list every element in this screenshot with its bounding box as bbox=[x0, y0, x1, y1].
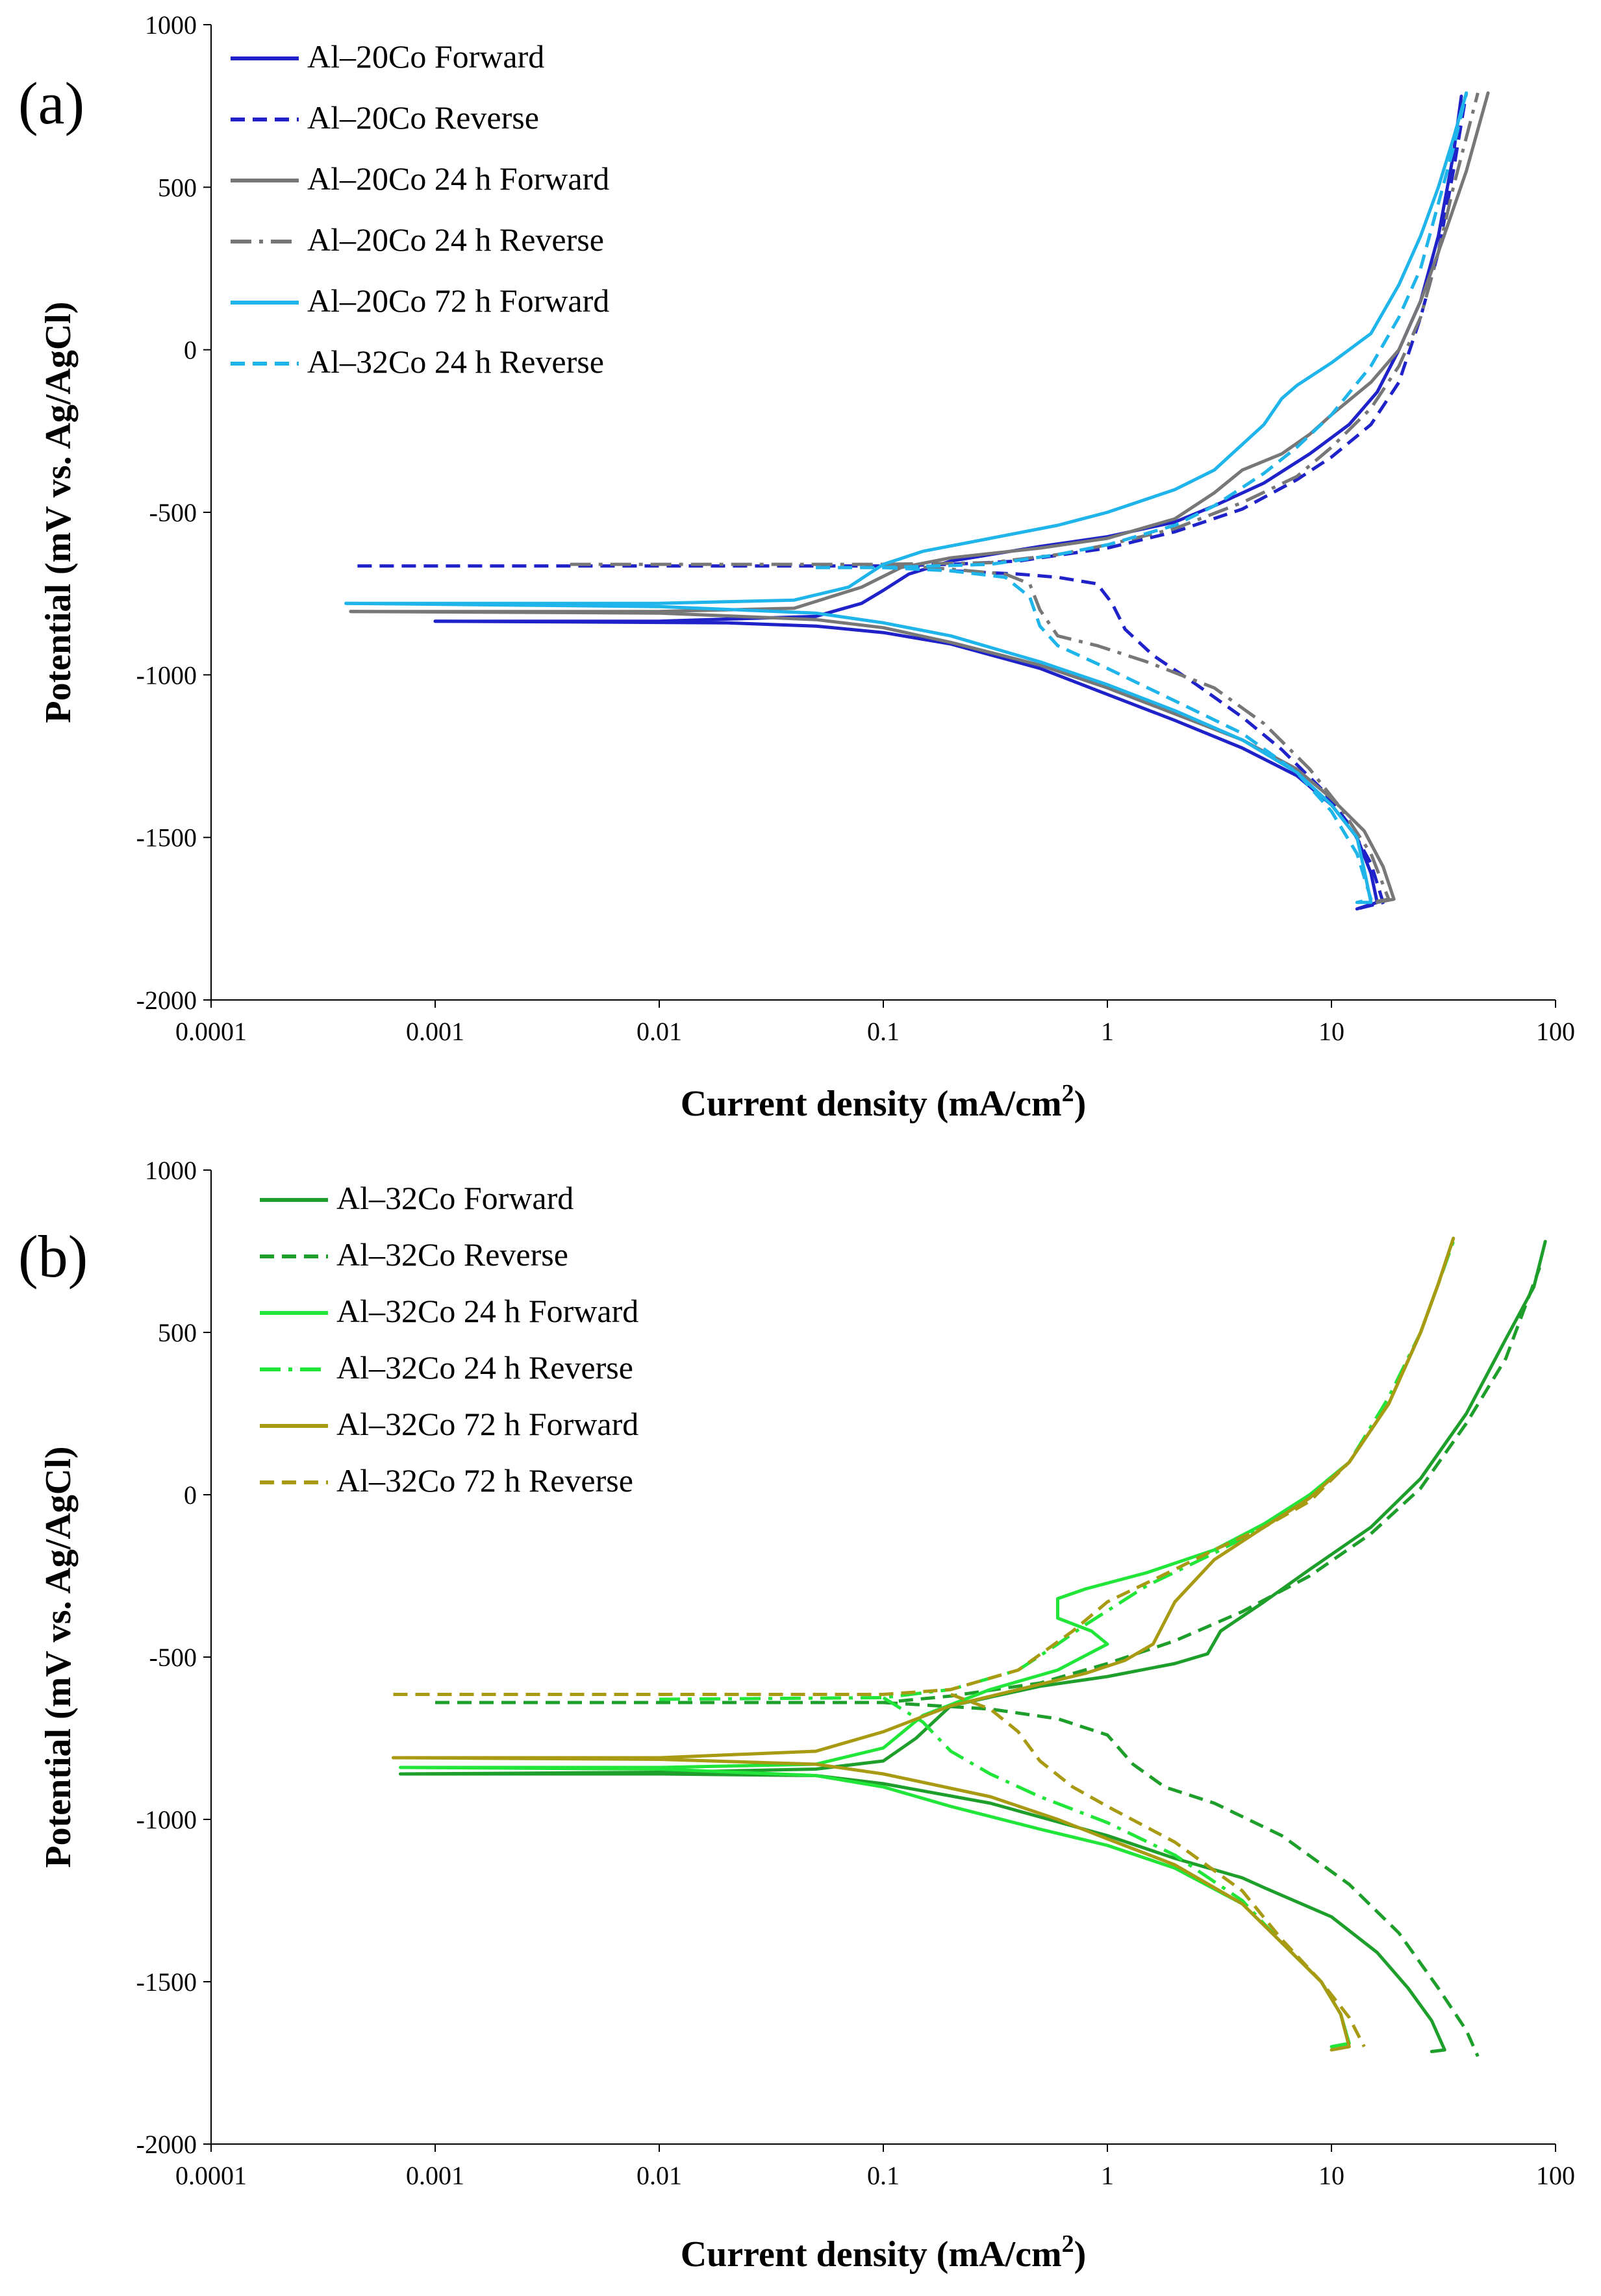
legend-label: Al–20Co 24 h Forward bbox=[307, 160, 609, 197]
y-tick-label: -500 bbox=[149, 1643, 197, 1672]
series-line-a-10: Al–32Co 24 h Reverse bbox=[816, 92, 1469, 569]
y-tick-label: -1000 bbox=[136, 660, 197, 690]
x-tick-label: 10 bbox=[1318, 1017, 1344, 1046]
chart-panel-a: -2000 -1500 -1000 -500 0 500 1000 0.0001 0.001 0.… bbox=[18, 10, 1575, 1124]
x-tick-label: 0.001 bbox=[406, 1017, 464, 1046]
y-tick-label: 1000 bbox=[145, 10, 197, 40]
series-line-a-3: Al–20Co Reverse bbox=[883, 564, 1385, 911]
series-line-b-3: Al–32Co Reverse bbox=[883, 1701, 1480, 2058]
x-tick-label: 100 bbox=[1536, 1017, 1575, 1046]
series-line-a-1: Al–20Co Forward bbox=[433, 619, 1379, 911]
series-line-b-2: Al–32Co Reverse bbox=[435, 1267, 1541, 1704]
series-line-b-11: Al–32Co 72 h Reverse bbox=[950, 1693, 1366, 2048]
x-tick-label: 1 bbox=[1101, 2161, 1114, 2190]
legend-label: Al–32Co 72 h Forward bbox=[336, 1406, 638, 1442]
x-tick-label: 0.0001 bbox=[175, 2161, 247, 2190]
legend-label: Al–32Co 24 h Reverse bbox=[307, 343, 604, 380]
legend-label: Al–32Co 24 h Reverse bbox=[336, 1349, 633, 1386]
legend-label: Al–32Co 72 h Reverse bbox=[336, 1462, 633, 1499]
x-tick-label: 0.0001 bbox=[175, 1017, 247, 1046]
legend-label: Al–32Co Reverse bbox=[336, 1236, 568, 1273]
series-line-a-5: Al–20Co 24 h Forward bbox=[349, 610, 1396, 905]
series-line-b-9: Al–32Co 72 h Forward bbox=[392, 1756, 1351, 2052]
x-tick-label: 0.001 bbox=[406, 2161, 464, 2190]
legend-label: Al–20Co Reverse bbox=[307, 99, 539, 136]
series-line-a-11: Al–32Co 24 h Reverse bbox=[883, 566, 1373, 905]
series-line-b-0: Al–32Co Forward bbox=[399, 1240, 1547, 1776]
y-tick-label: 1000 bbox=[145, 1156, 197, 1185]
x-tick-label: 1 bbox=[1101, 1017, 1114, 1046]
y-tick-label: -2000 bbox=[136, 986, 197, 1015]
series-line-a-7: Al–20Co 24 h Reverse bbox=[883, 562, 1391, 905]
y-tick-label: 0 bbox=[184, 336, 197, 365]
y-tick-label: 0 bbox=[184, 1480, 197, 1510]
series-line-a-9: Al–20Co 72 h Forward bbox=[344, 601, 1373, 905]
y-tick-label: -2000 bbox=[136, 2130, 197, 2159]
y-tick-label: -1500 bbox=[136, 823, 197, 853]
series-line-a-4: Al–20Co 24 h Forward bbox=[349, 91, 1490, 614]
y-tick-label: -1000 bbox=[136, 1805, 197, 1834]
panel-label: (a) bbox=[18, 70, 84, 136]
series-line-a-8: Al–20Co 72 h Forward bbox=[344, 91, 1469, 605]
series-line-a-6: Al–20Co 24 h Reverse bbox=[570, 92, 1480, 566]
legend-label: Al–20Co Forward bbox=[307, 38, 544, 75]
x-tick-label: 10 bbox=[1318, 2161, 1344, 2190]
x-tick-label: 0.01 bbox=[637, 2161, 682, 2190]
x-tick-label: 100 bbox=[1536, 2161, 1575, 2190]
legend-label: Al–20Co 24 h Reverse bbox=[307, 221, 604, 258]
x-axis-label: Current density (mA/cm2) bbox=[681, 1080, 1087, 1124]
x-tick-label: 0.01 bbox=[637, 1017, 682, 1046]
y-tick-label: 500 bbox=[158, 1318, 197, 1347]
panel-label: (b) bbox=[18, 1223, 88, 1290]
y-axis-label: Potential (mV vs. Ag/AgCl) bbox=[38, 1446, 79, 1867]
legend-label: Al–32Co Forward bbox=[336, 1180, 574, 1216]
y-tick-label: 500 bbox=[158, 173, 197, 202]
y-tick-label: -500 bbox=[149, 498, 197, 527]
legend-label: Al–20Co 72 h Forward bbox=[307, 282, 609, 319]
chart-panel-b: -2000 -1500 -1000 -500 0 500 1000 0.0001 0.001 0.… bbox=[18, 1156, 1575, 2275]
series-line-b-10: Al–32Co 72 h Reverse bbox=[393, 1238, 1456, 1696]
y-axis-label: Potential (mV vs. Ag/AgCl) bbox=[38, 301, 79, 723]
x-tick-label: 0.1 bbox=[867, 2161, 900, 2190]
legend-label: Al–32Co 24 h Forward bbox=[336, 1293, 638, 1329]
x-axis-label: Current density (mA/cm2) bbox=[681, 2230, 1087, 2275]
x-tick-label: 0.1 bbox=[867, 1017, 900, 1046]
y-tick-label: -1500 bbox=[136, 1967, 197, 1997]
